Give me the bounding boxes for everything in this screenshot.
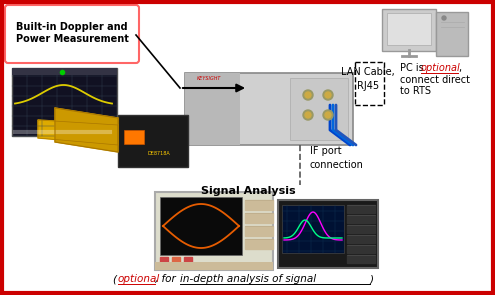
Circle shape — [325, 112, 331, 118]
Text: ): ) — [370, 274, 374, 284]
Circle shape — [323, 110, 333, 120]
Bar — [347, 255, 375, 263]
Bar — [347, 225, 375, 233]
FancyBboxPatch shape — [118, 115, 188, 167]
FancyBboxPatch shape — [382, 9, 436, 51]
Bar — [347, 205, 375, 213]
Circle shape — [442, 16, 446, 20]
Text: in-depth analysis of signal: in-depth analysis of signal — [180, 274, 316, 284]
Text: (: ( — [112, 274, 116, 284]
Circle shape — [305, 92, 311, 98]
Circle shape — [303, 90, 313, 100]
Text: ,: , — [458, 63, 461, 73]
Text: optional: optional — [421, 63, 461, 73]
Text: , for: , for — [155, 274, 179, 284]
Bar — [245, 226, 273, 236]
Bar — [347, 235, 375, 243]
FancyBboxPatch shape — [12, 68, 117, 75]
Bar — [245, 200, 273, 210]
Bar — [172, 257, 180, 262]
Text: connect direct: connect direct — [400, 75, 470, 85]
Text: Power Measurement: Power Measurement — [15, 34, 128, 44]
Polygon shape — [38, 120, 118, 145]
Circle shape — [303, 110, 313, 120]
FancyBboxPatch shape — [5, 5, 139, 63]
Text: LAN Cable,
RJ45: LAN Cable, RJ45 — [341, 67, 395, 91]
FancyBboxPatch shape — [436, 12, 468, 56]
Circle shape — [323, 90, 333, 100]
FancyBboxPatch shape — [12, 68, 117, 136]
FancyBboxPatch shape — [155, 262, 273, 270]
Bar — [160, 257, 168, 262]
Text: to RTS: to RTS — [400, 86, 431, 96]
Bar — [245, 213, 273, 223]
FancyBboxPatch shape — [124, 130, 144, 144]
Bar — [245, 239, 273, 249]
FancyBboxPatch shape — [155, 192, 273, 270]
Bar — [347, 215, 375, 223]
Bar — [184, 257, 192, 262]
Circle shape — [325, 92, 331, 98]
FancyBboxPatch shape — [387, 13, 431, 45]
FancyBboxPatch shape — [185, 73, 353, 145]
FancyBboxPatch shape — [185, 73, 240, 145]
FancyBboxPatch shape — [278, 200, 378, 268]
Text: PC is: PC is — [400, 63, 427, 73]
Text: Signal Analysis: Signal Analysis — [200, 186, 296, 196]
Text: Built-in Doppler and: Built-in Doppler and — [16, 22, 128, 32]
Circle shape — [305, 112, 311, 118]
Text: optional: optional — [118, 274, 160, 284]
Polygon shape — [55, 108, 118, 152]
Text: IF port
connection: IF port connection — [310, 146, 364, 170]
FancyBboxPatch shape — [290, 78, 348, 140]
Bar — [347, 245, 375, 253]
Text: DE8718A: DE8718A — [148, 151, 171, 156]
Text: KEYSIGHT: KEYSIGHT — [197, 76, 221, 81]
FancyBboxPatch shape — [160, 197, 242, 255]
FancyBboxPatch shape — [282, 205, 344, 253]
